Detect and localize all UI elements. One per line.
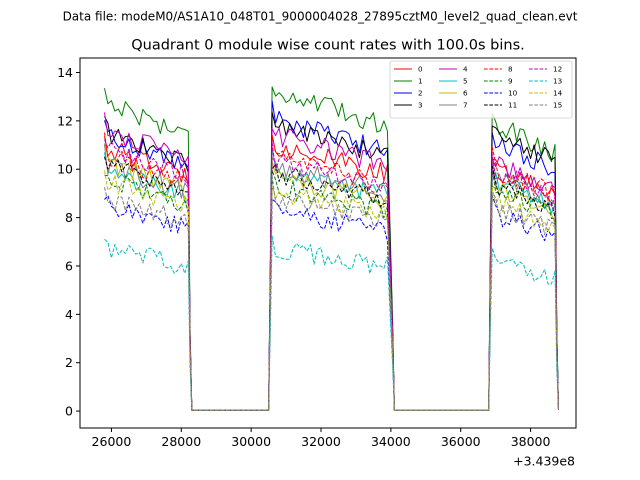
y-tick-label: 2: [65, 355, 73, 370]
y-tick-label: 8: [65, 210, 73, 225]
y-tick-label: 14: [57, 65, 73, 80]
legend-label-3: 3: [418, 101, 423, 110]
x-tick-label: 36000: [441, 434, 481, 449]
legend-label-9: 9: [508, 77, 513, 86]
x-tick-label: 26000: [92, 434, 132, 449]
series-line-7: [104, 144, 559, 411]
series-line-2: [104, 100, 559, 411]
chart-title: Quadrant 0 module wise count rates with …: [131, 38, 525, 54]
series-line-11: [104, 156, 559, 411]
series-line-15: [104, 175, 559, 411]
series-line-9: [104, 168, 559, 411]
series-line-12: [104, 139, 559, 411]
legend-label-12: 12: [553, 65, 562, 74]
legend-label-1: 1: [418, 77, 423, 86]
x-offset-label: +3.439e8: [513, 454, 575, 469]
x-tick-label: 32000: [301, 434, 341, 449]
y-tick-label: 0: [65, 404, 73, 419]
series-layer: [104, 86, 559, 411]
series-line-10: [104, 195, 559, 411]
axes-layer: 26000 28000 30000 32000 34000 36000 38000 0 2 4 6 8…: [57, 65, 550, 449]
legend-label-15: 15: [553, 101, 562, 110]
legend-label-5: 5: [463, 77, 468, 86]
plot-frame: [79, 57, 577, 429]
legend-label-2: 2: [418, 89, 423, 98]
series-line-1: [104, 86, 559, 411]
legend-label-14: 14: [553, 89, 563, 98]
legend-label-4: 4: [463, 65, 468, 74]
y-tick-label: 6: [65, 258, 73, 273]
legend-label-13: 13: [553, 77, 562, 86]
series-line-13: [104, 235, 559, 411]
legend-label-7: 7: [463, 101, 468, 110]
legend-label-0: 0: [418, 65, 423, 74]
x-tick-label: 34000: [371, 434, 411, 449]
figure-suptitle: Data file: modeM0/AS1A10_048T01_90000040…: [63, 10, 578, 24]
y-tick-label: 4: [65, 307, 73, 322]
y-tick-label: 12: [57, 113, 73, 128]
legend-frame: [389, 60, 573, 119]
legend-label-6: 6: [463, 89, 468, 98]
legend-label-8: 8: [508, 65, 513, 74]
x-tick-label: 38000: [511, 434, 551, 449]
series-line-4: [104, 112, 559, 411]
y-tick-label: 10: [57, 162, 73, 177]
legend-label-11: 11: [508, 101, 517, 110]
legend-label-10: 10: [508, 89, 518, 98]
series-line-14: [104, 170, 559, 411]
x-tick-label: 28000: [161, 434, 201, 449]
x-tick-label: 30000: [231, 434, 271, 449]
